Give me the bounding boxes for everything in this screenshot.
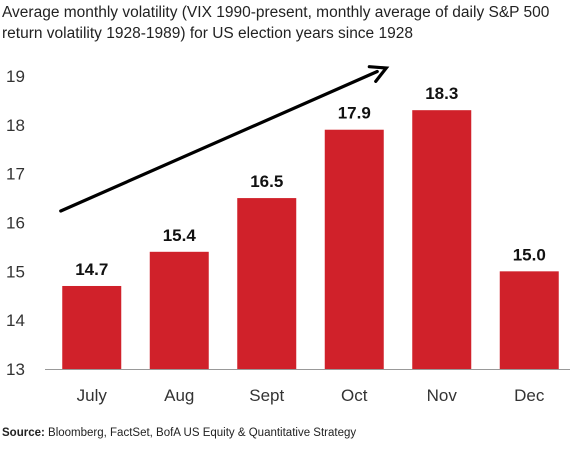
value-label-dec: 15.0 [513, 245, 546, 264]
category-label-aug: Aug [164, 386, 194, 405]
category-label-nov: Nov [427, 386, 458, 405]
value-label-oct: 17.9 [338, 104, 371, 123]
source-text: Bloomberg, FactSet, BofA US Equity & Qua… [44, 427, 357, 439]
bar-nov [412, 110, 472, 369]
y-tick-label-3: 16 [6, 214, 25, 233]
category-label-july: July [77, 386, 108, 405]
y-tick-label-6: 19 [6, 67, 25, 86]
value-label-sept: 16.5 [250, 172, 283, 191]
source-note: Source: Bloomberg, FactSet, BofA US Equi… [2, 427, 356, 439]
y-tick-label-4: 17 [6, 165, 25, 184]
value-label-nov: 18.3 [425, 84, 458, 103]
category-label-sept: Sept [249, 386, 284, 405]
bar-july [62, 285, 122, 369]
category-label-dec: Dec [514, 386, 545, 405]
bar-aug [149, 251, 209, 369]
value-label-aug: 15.4 [163, 226, 197, 245]
y-tick-label-0: 13 [6, 360, 25, 379]
bar-dec [499, 271, 559, 369]
bar-sept [237, 198, 297, 369]
bar-oct [324, 129, 384, 369]
y-tick-label-2: 15 [6, 262, 25, 281]
chart-title: Average monthly volatility (VIX 1990-pre… [2, 4, 550, 42]
value-label-july: 14.7 [75, 260, 108, 279]
y-tick-label-5: 18 [6, 116, 25, 135]
trend-arrow-head-icon [367, 65, 390, 83]
trend-arrow-line [59, 69, 379, 213]
category-label-oct: Oct [341, 386, 368, 405]
y-tick-label-1: 14 [6, 311, 25, 330]
source-label: Source: [2, 427, 45, 439]
